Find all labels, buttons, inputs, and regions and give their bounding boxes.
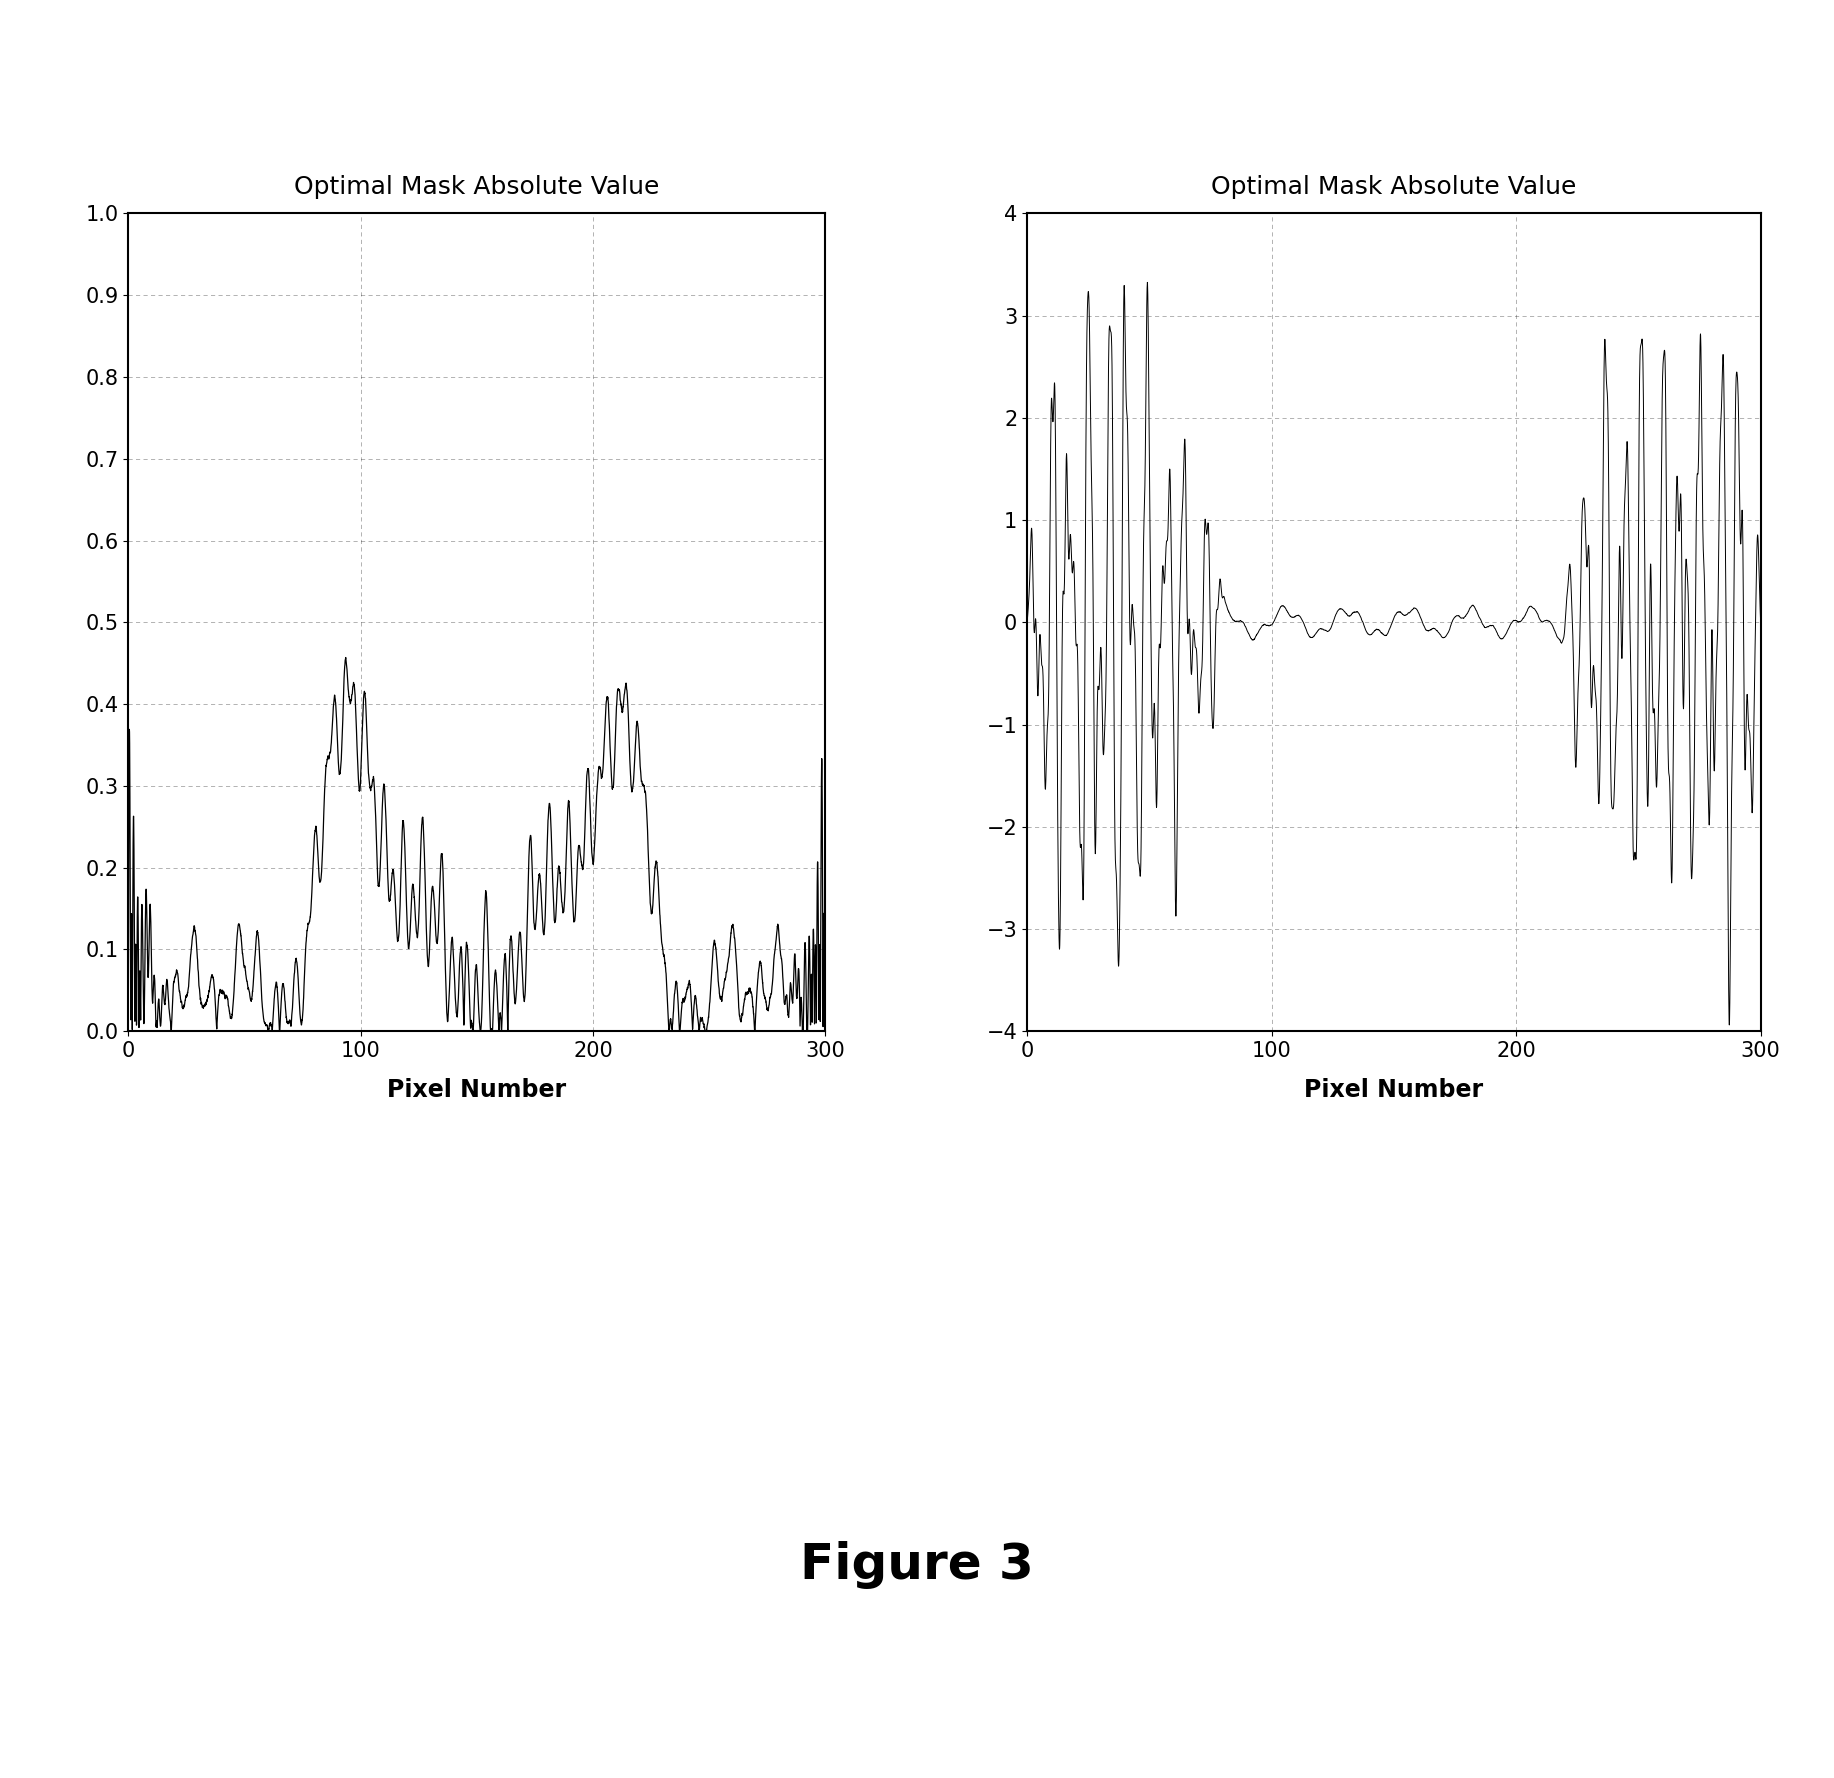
X-axis label: Pixel Number: Pixel Number	[1304, 1077, 1484, 1102]
Title: Optimal Mask Absolute Value: Optimal Mask Absolute Value	[1210, 174, 1577, 199]
X-axis label: Pixel Number: Pixel Number	[387, 1077, 567, 1102]
Title: Optimal Mask Absolute Value: Optimal Mask Absolute Value	[293, 174, 660, 199]
Text: Figure 3: Figure 3	[800, 1542, 1034, 1588]
